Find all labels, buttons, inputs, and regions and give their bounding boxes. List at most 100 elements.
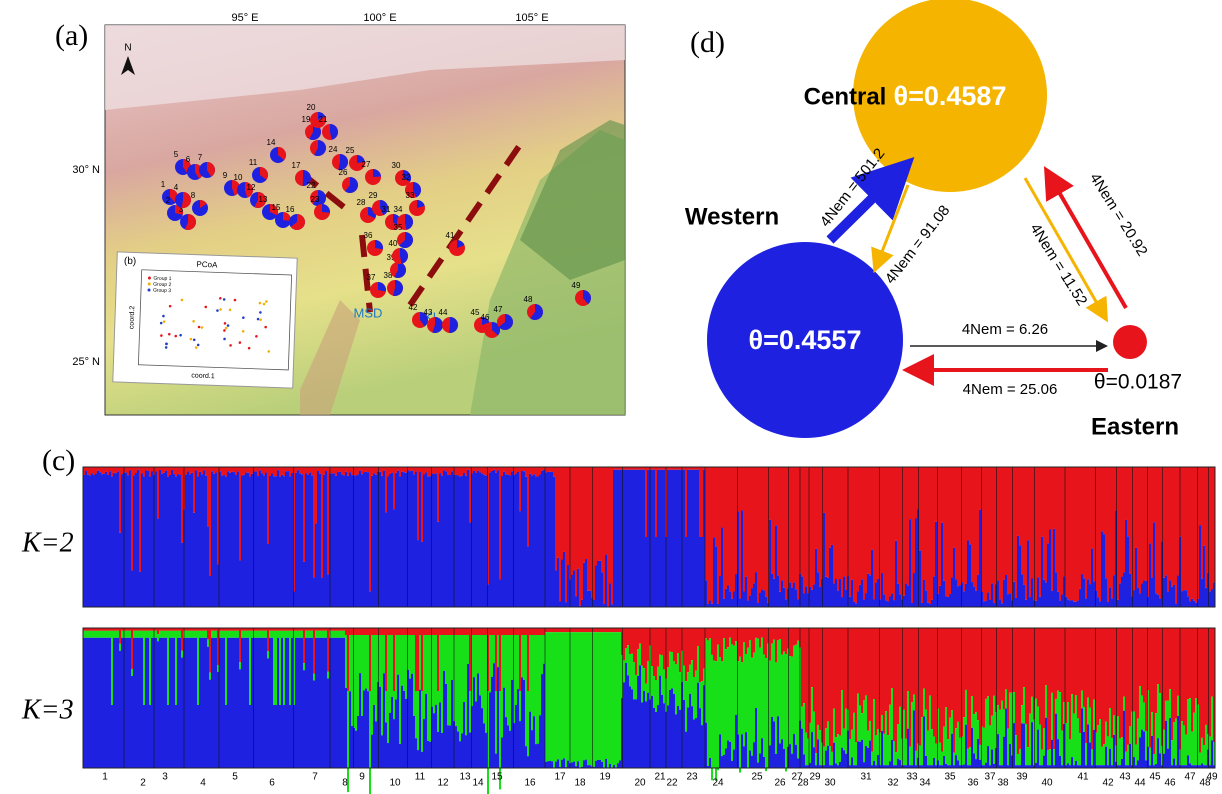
bar-segment bbox=[1043, 467, 1045, 580]
bar-segment bbox=[533, 635, 535, 716]
bar-segment bbox=[223, 475, 225, 607]
bar-segment bbox=[923, 628, 925, 689]
bar-segment bbox=[985, 628, 987, 699]
bar-segment bbox=[501, 737, 503, 768]
bar-segment bbox=[687, 628, 689, 672]
population-label: 36 bbox=[967, 778, 979, 789]
bar-segment bbox=[491, 467, 493, 471]
bar-segment bbox=[257, 638, 259, 768]
bar-segment bbox=[1123, 697, 1125, 711]
bar-segment bbox=[287, 631, 289, 638]
bar-segment bbox=[179, 467, 181, 475]
bar-segment bbox=[989, 467, 991, 600]
bar-segment bbox=[1189, 467, 1191, 601]
bar-segment bbox=[389, 713, 391, 768]
bar-segment bbox=[977, 467, 979, 575]
bar-segment bbox=[345, 688, 347, 768]
bar-segment bbox=[371, 467, 373, 476]
bar-segment bbox=[1035, 467, 1037, 601]
bar-segment bbox=[725, 649, 727, 748]
bar-segment bbox=[615, 628, 617, 632]
population-label: 42 bbox=[1102, 778, 1114, 789]
bar-segment bbox=[721, 756, 723, 768]
bar-segment bbox=[655, 680, 657, 712]
bar-segment bbox=[985, 763, 987, 768]
bar-segment bbox=[1123, 572, 1125, 607]
bar-segment bbox=[593, 628, 595, 632]
bar-segment bbox=[415, 628, 417, 691]
bar-segment bbox=[979, 510, 981, 607]
bar-segment bbox=[827, 467, 829, 578]
bar-segment bbox=[129, 467, 131, 470]
bar-segment bbox=[151, 467, 153, 472]
bar-segment bbox=[209, 467, 211, 576]
bar-segment bbox=[597, 628, 599, 632]
bar-segment bbox=[733, 646, 735, 750]
bar-segment bbox=[263, 475, 265, 607]
bar-segment bbox=[951, 467, 953, 577]
bar-segment bbox=[889, 705, 891, 762]
bar-segment bbox=[1191, 628, 1193, 732]
bar-segment bbox=[193, 638, 195, 768]
bar-segment bbox=[915, 519, 917, 607]
bar-segment bbox=[889, 628, 891, 705]
bar-segment bbox=[461, 733, 463, 768]
bar-segment bbox=[95, 467, 97, 473]
bar-segment bbox=[593, 600, 595, 607]
bar-segment bbox=[1035, 601, 1037, 607]
bar-segment bbox=[1165, 721, 1167, 768]
bar-segment bbox=[347, 467, 349, 476]
bar-segment bbox=[145, 467, 147, 471]
bar-segment bbox=[105, 472, 107, 607]
bar-segment bbox=[423, 719, 425, 768]
bar-segment bbox=[555, 570, 557, 607]
bar-segment bbox=[919, 628, 921, 746]
bar-segment bbox=[167, 467, 169, 477]
bar-segment bbox=[1087, 467, 1089, 579]
bar-segment bbox=[583, 632, 585, 760]
bar-segment bbox=[277, 638, 279, 768]
bar-segment bbox=[991, 583, 993, 607]
bar-segment bbox=[697, 470, 699, 607]
bar-segment bbox=[1113, 467, 1115, 575]
bar-segment bbox=[875, 735, 877, 765]
bar-segment bbox=[1089, 584, 1091, 607]
bar-segment bbox=[145, 631, 147, 638]
bar-segment bbox=[653, 628, 655, 676]
bar-segment bbox=[151, 638, 153, 768]
bar-segment bbox=[845, 628, 847, 709]
bar-segment bbox=[853, 713, 855, 765]
bar-segment bbox=[741, 662, 743, 734]
bar-segment bbox=[1211, 467, 1213, 589]
bar-segment bbox=[811, 590, 813, 607]
bar-segment bbox=[1073, 628, 1075, 714]
bar-segment bbox=[643, 668, 645, 691]
bar-segment bbox=[169, 638, 171, 768]
bar-segment bbox=[949, 594, 951, 607]
bar-segment bbox=[193, 631, 195, 638]
bar-segment bbox=[165, 638, 167, 768]
bar-segment bbox=[983, 628, 985, 728]
bar-segment bbox=[411, 471, 413, 607]
bar-segment bbox=[1169, 689, 1171, 718]
bar-segment bbox=[305, 631, 307, 638]
bar-segment bbox=[625, 470, 627, 607]
bar-segment bbox=[941, 628, 943, 751]
bar-segment bbox=[349, 635, 351, 691]
bar-segment bbox=[485, 628, 487, 635]
bar-segment bbox=[677, 653, 679, 706]
site-label: 14 bbox=[267, 138, 276, 147]
bar-segment bbox=[781, 655, 783, 739]
bar-segment bbox=[1165, 467, 1167, 575]
bar-segment bbox=[349, 628, 351, 635]
bar-segment bbox=[915, 751, 917, 765]
bar-segment bbox=[115, 467, 117, 473]
bar-segment bbox=[765, 628, 767, 658]
site-label: 35 bbox=[394, 223, 403, 232]
bar-segment bbox=[1017, 628, 1019, 754]
bar-segment bbox=[393, 628, 395, 691]
bar-segment bbox=[265, 631, 267, 638]
bar-segment bbox=[327, 679, 329, 768]
bar-segment bbox=[1035, 763, 1037, 768]
site-label: 2 bbox=[166, 196, 171, 205]
